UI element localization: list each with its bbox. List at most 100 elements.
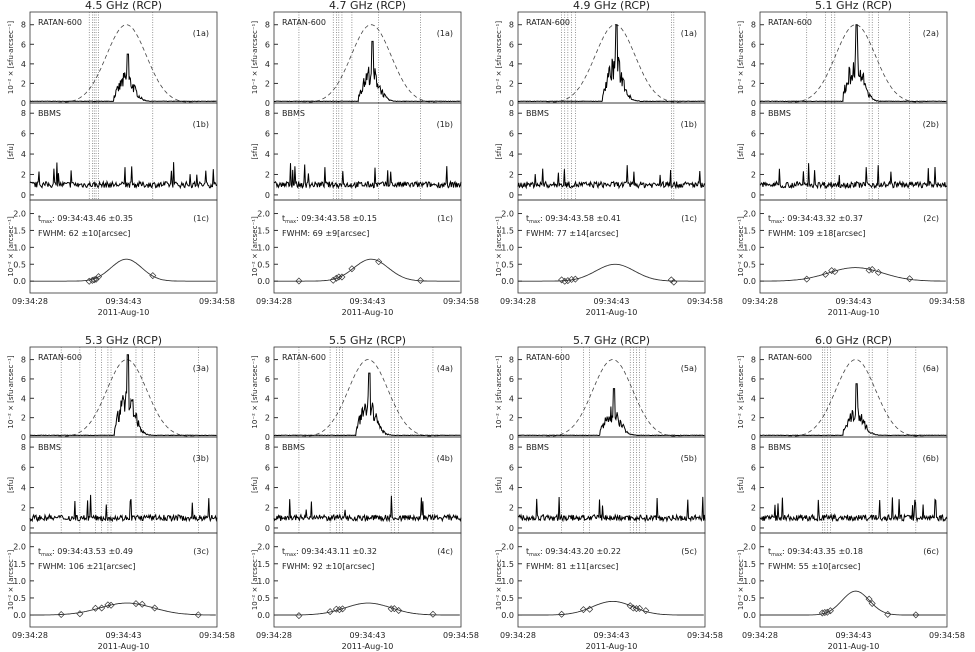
y-tick-label: 4 bbox=[509, 60, 514, 69]
y-tick-label: 0.5 bbox=[13, 260, 26, 269]
y-tick-label: 8 bbox=[509, 21, 514, 30]
data-point bbox=[132, 600, 140, 608]
gaussian-fit-curve bbox=[518, 263, 704, 282]
y-tick-label: 1.0 bbox=[743, 577, 756, 586]
panel-label-b: (2b) bbox=[923, 120, 939, 129]
y-tick-label: 4 bbox=[751, 394, 756, 403]
x-axis-date-label: 2011-Aug-10 bbox=[828, 308, 880, 317]
x-axis-date-label: 2011-Aug-10 bbox=[98, 642, 150, 651]
y-tick-label: 8 bbox=[751, 356, 756, 365]
y-axis-label: [sfu] bbox=[251, 477, 259, 493]
axes-frame bbox=[759, 199, 948, 294]
data-point bbox=[912, 611, 920, 619]
axes-frame bbox=[273, 532, 462, 628]
data-point bbox=[387, 605, 395, 613]
x-tick-label: 09:34:28 bbox=[256, 631, 292, 640]
fwhm-text: FWHM: 69 ±9[arcsec] bbox=[282, 229, 369, 238]
y-tick-label: 0.5 bbox=[13, 594, 26, 603]
y-tick-label: 8 bbox=[21, 109, 26, 118]
ratan-label: RATAN-600 bbox=[768, 353, 812, 362]
y-tick-label: 1.5 bbox=[257, 560, 270, 569]
data-point bbox=[332, 274, 340, 282]
y-tick-label: 2 bbox=[265, 414, 270, 423]
bbms-flux-curve bbox=[273, 495, 462, 523]
panel-label-c: (3c) bbox=[193, 547, 209, 556]
y-axis-label: [sfu] bbox=[737, 477, 745, 493]
panel-title: 4.9 GHz (RCP) bbox=[573, 0, 650, 12]
y-tick-label: 0 bbox=[751, 524, 756, 533]
y-tick-label: 0 bbox=[751, 99, 756, 108]
y-tick-label: 2.0 bbox=[257, 210, 270, 219]
x-tick-label: 09:34:58 bbox=[929, 297, 965, 306]
y-tick-label: 0.0 bbox=[257, 277, 270, 286]
x-tick-label: 09:34:58 bbox=[199, 631, 235, 640]
y-tick-label: 2.0 bbox=[501, 543, 514, 552]
y-tick-label: 2.0 bbox=[13, 543, 26, 552]
panel-title: 6.0 GHz (RCP) bbox=[815, 334, 892, 347]
y-tick-label: 6 bbox=[509, 463, 514, 472]
data-point bbox=[329, 276, 337, 284]
y-axis-label: [sfu] bbox=[7, 143, 15, 159]
panel-label-b: (5b) bbox=[681, 454, 697, 463]
panel-1: 4.5 GHz (RCP) 0 2 4 6 8 10⁻² × [sfu·arcsec⁻¹] R… bbox=[7, 0, 235, 317]
bbms-label: BBMS bbox=[526, 109, 549, 118]
y-tick-label: 0.5 bbox=[501, 594, 514, 603]
y-tick-label: 1.5 bbox=[257, 226, 270, 235]
y-axis-label: 10⁻² × [sfu·arcsec⁻¹] bbox=[251, 21, 259, 94]
data-point bbox=[138, 600, 146, 608]
y-tick-label: 2.0 bbox=[13, 210, 26, 219]
y-axis-label: 10⁻² × [arcsec⁻¹] bbox=[7, 216, 15, 277]
ratan-label: RATAN-600 bbox=[38, 18, 82, 27]
y-tick-label: 2.0 bbox=[743, 543, 756, 552]
y-tick-label: 4 bbox=[21, 150, 26, 159]
y-tick-label: 0.0 bbox=[501, 611, 514, 620]
data-point bbox=[632, 605, 640, 613]
y-tick-label: 2 bbox=[509, 79, 514, 88]
y-tick-label: 8 bbox=[265, 21, 270, 30]
data-point bbox=[826, 607, 834, 615]
y-axis-label: [sfu] bbox=[251, 143, 259, 159]
x-axis-date-label: 2011-Aug-10 bbox=[586, 642, 638, 651]
data-point bbox=[339, 605, 347, 613]
data-point bbox=[375, 258, 383, 266]
panel-label-c: (2c) bbox=[923, 214, 939, 223]
bbms-label: BBMS bbox=[768, 443, 791, 452]
y-tick-label: 2.0 bbox=[743, 210, 756, 219]
y-tick-label: 1.0 bbox=[257, 243, 270, 252]
x-axis-date-label: 2011-Aug-10 bbox=[828, 642, 880, 651]
y-tick-label: 1.5 bbox=[13, 560, 26, 569]
bbms-label: BBMS bbox=[38, 443, 61, 452]
ratan-flux-curve bbox=[30, 354, 217, 437]
y-tick-label: 6 bbox=[509, 375, 514, 384]
data-point bbox=[416, 276, 424, 284]
y-tick-label: 4 bbox=[509, 484, 514, 493]
y-tick-label: 0 bbox=[509, 524, 514, 533]
panel-7: 5.7 GHz (RCP) 0 2 4 6 8 10⁻² × [sfu·arcsec⁻¹] R… bbox=[495, 334, 723, 651]
y-tick-label: 4 bbox=[751, 484, 756, 493]
y-tick-label: 2 bbox=[751, 504, 756, 513]
y-tick-label: 0.0 bbox=[13, 611, 26, 620]
y-tick-label: 8 bbox=[21, 21, 26, 30]
panel-4: 5.1 GHz (RCP) 0 2 4 6 8 10⁻² × [sfu·arcsec⁻¹] R… bbox=[737, 0, 965, 317]
ratan-flux-curve bbox=[759, 24, 947, 103]
x-tick-label: 09:34:58 bbox=[199, 297, 235, 306]
gaussian-fit-curve bbox=[30, 602, 216, 616]
beam-pattern-curve bbox=[760, 359, 947, 438]
tmax-text: tmax: 09:34:43.53 ±0.49 bbox=[38, 547, 133, 558]
y-axis-label: 10⁻² × [arcsec⁻¹] bbox=[737, 550, 745, 611]
y-axis-label: 10⁻² × [sfu·arcsec⁻¹] bbox=[251, 355, 259, 428]
y-tick-label: 4 bbox=[509, 394, 514, 403]
data-point bbox=[390, 605, 398, 613]
y-tick-label: 0.5 bbox=[257, 260, 270, 269]
tmax-text: tmax: 09:34:43.35 ±0.18 bbox=[768, 547, 863, 558]
panel-5: 5.3 GHz (RCP) 0 2 4 6 8 10⁻² × [sfu·arcsec⁻¹] R… bbox=[7, 334, 235, 651]
data-point bbox=[76, 610, 84, 618]
data-point bbox=[326, 608, 334, 616]
data-point bbox=[831, 268, 839, 276]
y-tick-label: 2 bbox=[509, 170, 514, 179]
y-axis-label: 10⁻² × [sfu·arcsec⁻¹] bbox=[737, 355, 745, 428]
panel-8: 6.0 GHz (RCP) 0 2 4 6 8 10⁻² × [sfu·arcsec⁻¹] R… bbox=[737, 334, 965, 651]
y-tick-label: 4 bbox=[265, 484, 270, 493]
y-tick-label: 6 bbox=[21, 375, 26, 384]
y-tick-label: 8 bbox=[751, 21, 756, 30]
